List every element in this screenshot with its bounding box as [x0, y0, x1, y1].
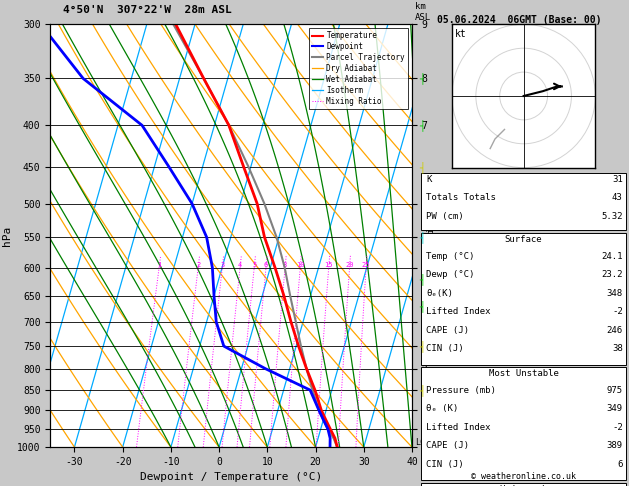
Text: Dewp (°C): Dewp (°C)	[426, 270, 475, 279]
Text: 31: 31	[612, 175, 623, 184]
Text: CIN (J): CIN (J)	[426, 460, 464, 469]
Text: 4: 4	[238, 262, 242, 268]
Text: 23.2: 23.2	[601, 270, 623, 279]
Text: Pressure (mb): Pressure (mb)	[426, 386, 496, 395]
Text: 3: 3	[220, 262, 225, 268]
Text: 5.32: 5.32	[601, 212, 623, 221]
Text: 38: 38	[612, 344, 623, 353]
Text: 2: 2	[196, 262, 200, 268]
Text: 349: 349	[606, 404, 623, 414]
Text: 05.06.2024  06GMT (Base: 00): 05.06.2024 06GMT (Base: 00)	[437, 15, 601, 25]
Text: ┤: ┤	[420, 384, 425, 396]
Text: 43: 43	[612, 193, 623, 203]
Text: kt: kt	[455, 29, 467, 38]
Text: 975: 975	[606, 386, 623, 395]
Text: ┤: ┤	[420, 300, 425, 312]
Text: 4°50'N  307°22'W  28m ASL: 4°50'N 307°22'W 28m ASL	[63, 4, 231, 15]
Text: CAPE (J): CAPE (J)	[426, 441, 469, 451]
Text: θₑ (K): θₑ (K)	[426, 404, 459, 414]
Legend: Temperature, Dewpoint, Parcel Trajectory, Dry Adiabat, Wet Adiabat, Isotherm, Mi: Temperature, Dewpoint, Parcel Trajectory…	[309, 28, 408, 109]
Text: -2: -2	[612, 423, 623, 432]
Text: 1: 1	[157, 262, 161, 268]
Text: 246: 246	[606, 326, 623, 335]
Text: ┤: ┤	[420, 72, 425, 85]
Text: © weatheronline.co.uk: © weatheronline.co.uk	[471, 472, 576, 481]
Text: ┤: ┤	[420, 340, 425, 352]
Text: PW (cm): PW (cm)	[426, 212, 464, 221]
Text: 8: 8	[283, 262, 287, 268]
Text: 25: 25	[362, 262, 370, 268]
Text: Hodograph: Hodograph	[499, 485, 548, 486]
Text: CAPE (J): CAPE (J)	[426, 326, 469, 335]
Text: Lifted Index: Lifted Index	[426, 423, 491, 432]
Text: 15: 15	[325, 262, 333, 268]
Text: ┤: ┤	[420, 273, 425, 285]
Y-axis label: hPa: hPa	[1, 226, 11, 246]
Text: Most Unstable: Most Unstable	[489, 369, 559, 379]
Text: 6: 6	[617, 460, 623, 469]
Text: Totals Totals: Totals Totals	[426, 193, 496, 203]
Text: -2: -2	[612, 307, 623, 316]
Text: θₑ(K): θₑ(K)	[426, 289, 454, 298]
Text: 24.1: 24.1	[601, 252, 623, 261]
Text: 6: 6	[264, 262, 268, 268]
Text: km
ASL: km ASL	[415, 2, 431, 22]
Text: Mixing Ratio (g/kg): Mixing Ratio (g/kg)	[427, 188, 437, 283]
Text: 348: 348	[606, 289, 623, 298]
Text: Lifted Index: Lifted Index	[426, 307, 491, 316]
Text: 20: 20	[345, 262, 353, 268]
Text: 5: 5	[252, 262, 257, 268]
Text: ┤: ┤	[420, 120, 425, 131]
X-axis label: Dewpoint / Temperature (°C): Dewpoint / Temperature (°C)	[140, 472, 322, 483]
Text: 389: 389	[606, 441, 623, 451]
Text: Surface: Surface	[505, 235, 542, 244]
Text: 10: 10	[296, 262, 304, 268]
Text: CIN (J): CIN (J)	[426, 344, 464, 353]
Text: ┤: ┤	[420, 161, 425, 173]
Text: Temp (°C): Temp (°C)	[426, 252, 475, 261]
Text: LCL: LCL	[416, 438, 431, 447]
Text: ┤: ┤	[420, 231, 425, 243]
Text: K: K	[426, 175, 432, 184]
